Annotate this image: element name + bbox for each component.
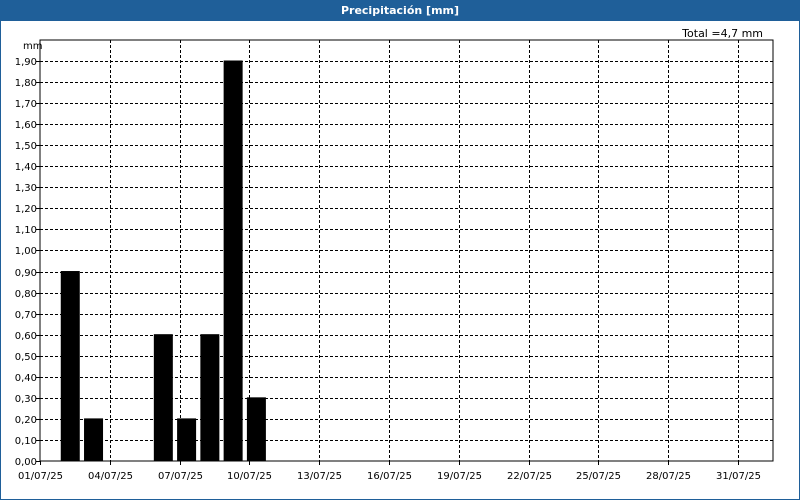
y-tick-label: 0,80 [15,289,37,300]
x-tick-label: 04/07/25 [88,471,133,482]
x-tick-label: 07/07/25 [158,471,203,482]
y-tick-label: 0,10 [15,436,37,447]
x-tick-label: 01/07/25 [18,471,63,482]
y-tick-label: 1,00 [15,246,37,257]
y-tick-label: 0,30 [15,394,37,405]
total-label: Total =4,7 mm [682,27,763,40]
x-tick-label: 28/07/25 [646,471,691,482]
y-tick-label: 1,10 [15,225,37,236]
y-tick-label: 0,00 [15,457,37,468]
y-tick-label: 1,50 [15,141,37,152]
x-tick-label: 16/07/25 [367,471,412,482]
y-tick-label: 1,70 [15,99,37,110]
bar [200,334,220,462]
x-tick-label: 25/07/25 [576,471,621,482]
y-tick-label: 1,40 [15,162,37,173]
x-tick-label: 22/07/25 [507,471,552,482]
chart-title: Precipitación [mm] [1,1,799,21]
x-tick-label: 13/07/25 [297,471,342,482]
y-tick-label: 0,40 [15,373,37,384]
y-axis-unit: mm [23,41,43,52]
y-tick-label: 0,50 [15,352,37,363]
y-tick-label: 0,90 [15,268,37,279]
x-tick-label: 10/07/25 [227,471,272,482]
x-tick-label: 31/07/25 [716,471,761,482]
bar [246,397,266,462]
y-tick-label: 1,30 [15,183,37,194]
bar [223,60,243,462]
y-tick-label: 1,80 [15,78,37,89]
y-tick-label: 1,90 [15,57,37,68]
bar [60,271,80,462]
x-tick-label: 19/07/25 [437,471,482,482]
y-tick-label: 1,60 [15,120,37,131]
bar [177,418,197,462]
y-tick-label: 0,60 [15,331,37,342]
bar [153,334,173,462]
bar [84,418,104,462]
y-tick-label: 0,70 [15,310,37,321]
y-tick-label: 1,20 [15,204,37,215]
y-tick-label: 0,20 [15,415,37,426]
